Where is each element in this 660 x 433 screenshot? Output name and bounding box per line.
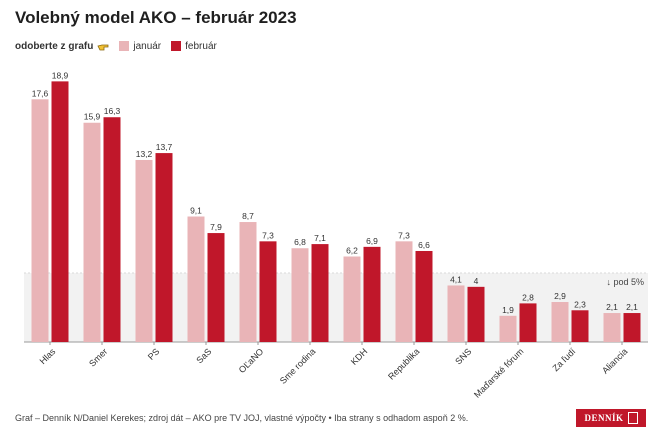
value-label-february-7: 6,6 [418, 240, 430, 250]
x-tick-label-0: Hlas [38, 346, 58, 366]
x-tick-label-4: OĽaNO [237, 346, 266, 375]
value-label-january-6: 6,2 [346, 246, 358, 256]
threshold-band [24, 273, 648, 342]
chart-title: Volebný model AKO – február 2023 [15, 8, 297, 27]
pointing-hand-icon [97, 40, 111, 52]
value-label-january-7: 7,3 [398, 230, 410, 240]
bar-february-8 [467, 286, 485, 342]
bar-january-8 [447, 285, 465, 342]
bar-february-6 [363, 246, 381, 342]
dennik-n-logo[interactable]: DENNÍK [576, 409, 646, 427]
bar-january-7 [395, 241, 413, 342]
value-label-february-9: 2,8 [522, 292, 534, 302]
bar-february-7 [415, 250, 433, 342]
logo-text: DENNÍK [584, 413, 624, 423]
legend-label-february: február [185, 40, 217, 52]
bar-chart: ↓ pod 5% 17,618,9 Hlas 15,916,3 Smer 13,213,7… [24, 70, 648, 400]
bar-february-1 [103, 117, 121, 342]
legend-swatch-january [119, 41, 130, 51]
x-tick-label-11: Aliancia [600, 346, 629, 375]
value-label-february-5: 7,1 [314, 233, 326, 243]
footer-source: Graf – Denník N/Daniel Kerekes; zdroj dá… [15, 413, 469, 423]
value-label-january-3: 9,1 [190, 206, 202, 216]
bar-february-10 [571, 310, 589, 342]
x-tick-label-1: Smer [87, 346, 109, 368]
legend-item-february[interactable]: február [171, 41, 217, 52]
value-label-january-2: 13,2 [136, 149, 153, 159]
legend: odoberte z grafu január február [15, 38, 227, 54]
value-label-january-11: 2,1 [606, 302, 618, 312]
value-label-january-8: 4,1 [450, 274, 462, 284]
value-label-february-10: 2,3 [574, 299, 586, 309]
logo-n-icon [627, 412, 638, 424]
value-label-february-0: 18,9 [52, 70, 69, 80]
bar-february-0 [51, 81, 69, 343]
bar-january-2 [135, 159, 153, 342]
legend-item-january[interactable]: január [119, 41, 161, 52]
bar-january-1 [83, 122, 101, 342]
value-label-january-9: 1,9 [502, 305, 514, 315]
bar-february-5 [311, 244, 329, 342]
bar-february-11 [623, 313, 641, 342]
value-label-january-10: 2,9 [554, 291, 566, 301]
bar-february-9 [519, 303, 537, 342]
bar-january-6 [343, 256, 361, 342]
bar-january-5 [291, 248, 309, 342]
bar-january-11 [603, 313, 621, 342]
x-tick-label-3: SaS [194, 346, 213, 365]
value-label-february-2: 13,7 [156, 142, 173, 152]
legend-swatch-february [171, 41, 182, 51]
value-label-january-5: 6,8 [294, 237, 306, 247]
value-label-february-1: 16,3 [104, 106, 121, 116]
x-tick-label-2: PS [146, 346, 162, 362]
x-tick-label-10: Za ľudí [550, 346, 577, 373]
bar-january-3 [187, 216, 205, 342]
value-label-january-4: 8,7 [242, 211, 254, 221]
legend-label-january: január [133, 40, 162, 52]
bar-january-4 [239, 222, 257, 342]
value-label-february-6: 6,9 [366, 236, 378, 246]
threshold-label: ↓ pod 5% [606, 277, 644, 287]
x-tick-label-8: SNS [453, 346, 473, 366]
bar-february-4 [259, 241, 277, 342]
value-label-february-11: 2,1 [626, 302, 638, 312]
bar-february-2 [155, 153, 173, 342]
value-label-february-8: 4 [474, 276, 479, 286]
value-label-january-0: 17,6 [32, 88, 49, 98]
x-tick-label-5: Sme rodina [278, 346, 318, 386]
bar-february-3 [207, 233, 225, 342]
bar-january-10 [551, 302, 569, 342]
value-label-january-1: 15,9 [84, 112, 101, 122]
legend-pick-label: odoberte z grafu [15, 40, 94, 52]
x-tick-label-7: Republika [386, 346, 421, 381]
value-label-february-4: 7,3 [262, 230, 274, 240]
bar-january-0 [31, 99, 49, 342]
x-tick-label-6: KDH [349, 346, 370, 367]
bar-january-9 [499, 315, 517, 342]
x-tick-label-9: Maďarské fórum [472, 346, 525, 399]
value-label-february-3: 7,9 [210, 222, 222, 232]
